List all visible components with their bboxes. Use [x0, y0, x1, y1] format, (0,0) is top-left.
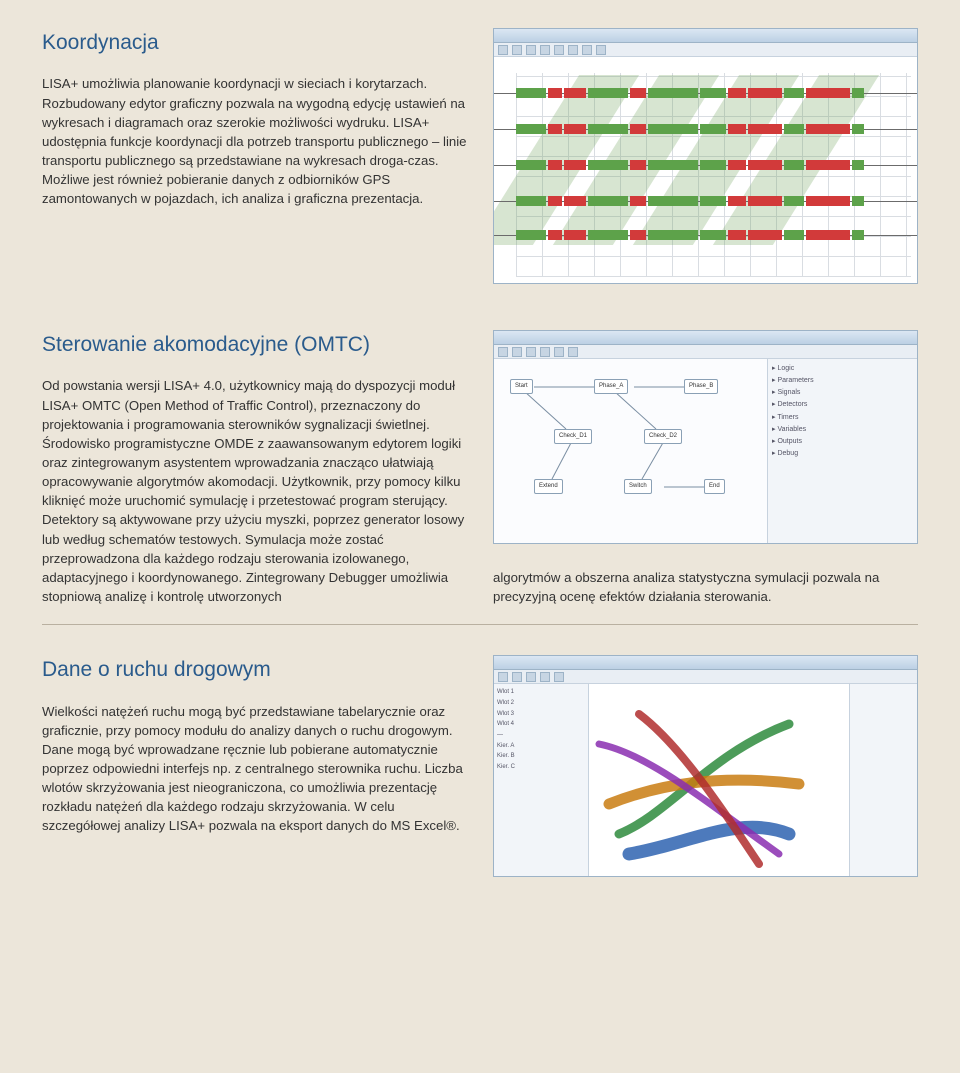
- section2-heading: Sterowanie akomodacyjne (OMTC): [42, 330, 467, 360]
- section1-text-col: Koordynacja LISA+ umożliwia planowanie k…: [42, 28, 467, 284]
- screenshot2-toolbar: [494, 345, 917, 359]
- screenshot2-titlebar: [494, 331, 917, 345]
- section3-body: Wielkości natężeń ruchu mogą być przedst…: [42, 702, 467, 836]
- screenshot-coordination: [493, 28, 918, 284]
- section3-heading: Dane o ruchu drogowym: [42, 655, 467, 685]
- section2-text-col: Sterowanie akomodacyjne (OMTC) Od powsta…: [42, 330, 467, 606]
- section-omtc: Sterowanie akomodacyjne (OMTC) Od powsta…: [42, 330, 918, 606]
- screenshot3-leftpanel: Wlot 1Wlot 2Wlot 3Wlot 4—Kier. AKier. BK…: [494, 684, 589, 876]
- separator: [42, 624, 918, 625]
- section1-body: LISA+ umożliwia planowanie koordynacji w…: [42, 74, 467, 208]
- section-koordynacja: Koordynacja LISA+ umożliwia planowanie k…: [42, 28, 918, 284]
- section1-heading: Koordynacja: [42, 28, 467, 58]
- section2-body-right: algorytmów a obszerna analiza statystycz…: [493, 568, 918, 606]
- screenshot1-titlebar: [494, 29, 917, 43]
- section3-image-col: Wlot 1Wlot 2Wlot 3Wlot 4—Kier. AKier. BK…: [493, 655, 918, 877]
- section3-text-col: Dane o ruchu drogowym Wielkości natężeń …: [42, 655, 467, 877]
- screenshot1-toolbar: [494, 43, 917, 57]
- screenshot3-titlebar: [494, 656, 917, 670]
- section1-image-col: [493, 28, 918, 284]
- screenshot2-sidepanel: ▸ Logic▸ Parameters▸ Signals▸ Detectors▸…: [767, 359, 917, 543]
- section2-right-col: StartPhase_APhase_BCheck_D1Check_D2Exten…: [493, 330, 918, 606]
- screenshot-omtc: StartPhase_APhase_BCheck_D1Check_D2Exten…: [493, 330, 918, 544]
- screenshot3-rightpanel: [849, 684, 917, 876]
- screenshot3-toolbar: [494, 670, 917, 684]
- section2-body-left: Od powstania wersji LISA+ 4.0, użytkowni…: [42, 376, 467, 606]
- section-traffic-data: Dane o ruchu drogowym Wielkości natężeń …: [42, 655, 918, 877]
- screenshot-traffic-data: Wlot 1Wlot 2Wlot 3Wlot 4—Kier. AKier. BK…: [493, 655, 918, 877]
